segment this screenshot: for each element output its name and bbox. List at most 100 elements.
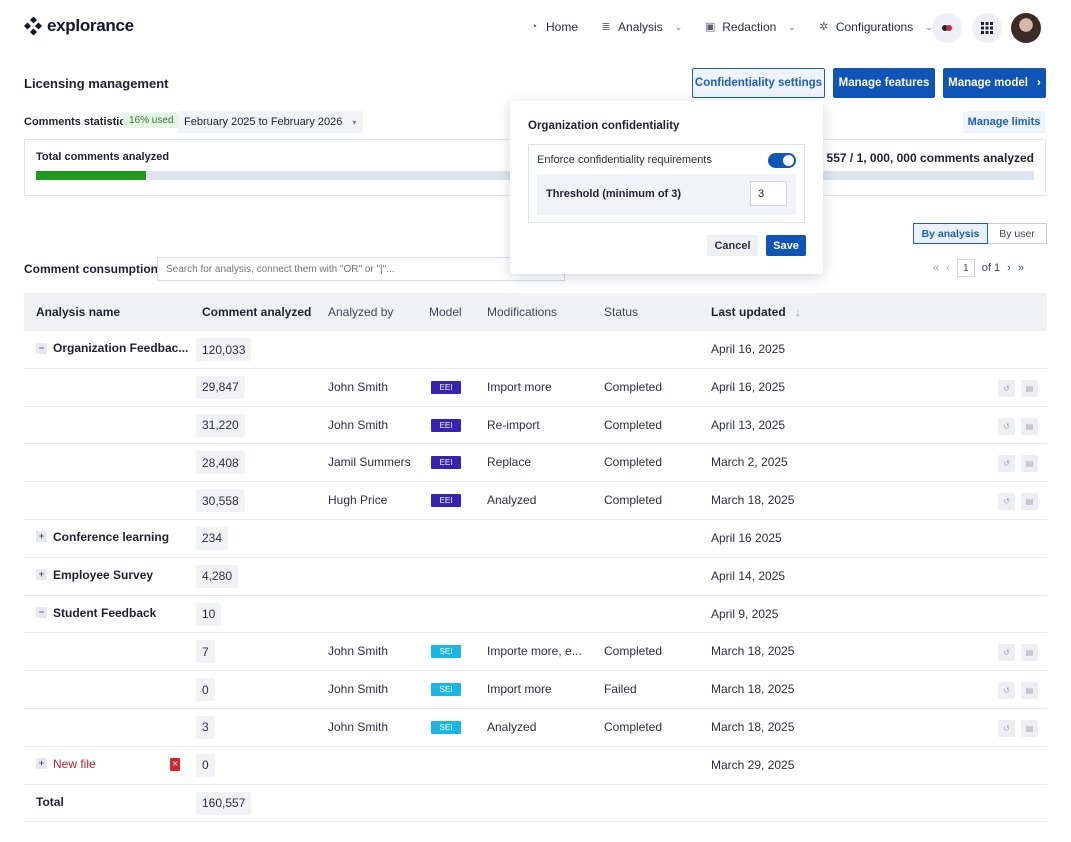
table-child-row[interactable]: 30,558 Hugh Price EEI Analyzed Completed Marc… [24,482,1047,520]
by-user-tab[interactable]: By user [988,223,1047,244]
previous-page-icon[interactable]: ‹ [946,262,950,274]
col-analysis-name[interactable]: Analysis name [36,305,121,319]
history-icon[interactable]: ↺ [998,644,1015,662]
history-icon[interactable]: ↺ [998,493,1015,511]
period-select[interactable]: February 2025 to February 2026 ▾ [178,111,363,133]
usage-badge: 16% used [123,113,180,128]
modification: Import more [487,682,552,697]
history-icon[interactable]: ↺ [998,417,1015,435]
expand-icon[interactable]: + [36,569,47,581]
analyzed-by: John Smith [328,417,389,432]
table-child-row[interactable]: 0 John Smith SEI Import more Failed March 18,… [24,671,1047,709]
first-page-icon[interactable]: « [933,262,940,274]
save-button[interactable]: Save [766,235,806,256]
last-updated: March 18, 2025 [711,644,795,659]
last-updated: March 18, 2025 [711,682,795,697]
chevron-down-icon: ⌄ [925,21,933,32]
analysis-name: Conference learning [53,529,170,544]
confidentiality-settings-button[interactable]: Confidentiality settings [692,68,825,98]
last-updated: March 18, 2025 [711,719,795,734]
user-avatar[interactable] [1011,13,1041,43]
page-title: Licensing management [24,76,169,91]
nav-configurations[interactable]: ✲ Configurations ⌄ [818,20,933,34]
popover-title: Organization confidentiality [528,120,680,132]
analysis-search-input[interactable] [157,257,565,281]
model-badge: SEI [431,645,461,659]
row-actions: ↺ ▤ [998,417,1038,435]
analysis-name-cell: + New file [36,757,96,771]
page-number-input[interactable]: 1 [956,259,975,277]
col-last-updated[interactable]: Last updated [711,305,786,319]
delete-icon[interactable]: ▤ [1021,682,1038,700]
enforce-toggle[interactable] [768,153,796,168]
table-child-row[interactable]: 3 John Smith SEI Analyzed Completed March 18,… [24,709,1047,747]
row-actions: ↺ ▤ [998,719,1038,737]
nav-analysis[interactable]: ≣ Analysis ⌄ [600,20,682,34]
modification: Replace [487,455,532,470]
status: Failed [604,682,637,697]
col-analyzed-by[interactable]: Analyzed by [328,305,394,319]
collapse-icon[interactable]: − [36,607,47,619]
delete-icon[interactable]: ▤ [1021,417,1038,435]
delete-icon[interactable]: ▤ [1021,719,1038,737]
delete-icon[interactable]: ▤ [1021,455,1038,473]
col-comment-analyzed[interactable]: Comment analyzed [202,305,312,319]
explorance-logo[interactable]: explorance [24,16,134,36]
delete-icon[interactable]: ▤ [1021,493,1038,511]
comment-count: 3 [196,715,215,739]
expand-icon[interactable]: + [36,758,47,770]
col-status[interactable]: Status [604,305,639,319]
page-total: of 1 [981,262,1001,274]
delete-icon[interactable]: ▤ [1021,644,1038,662]
manage-features-button[interactable]: Manage features [833,68,935,98]
table-child-row[interactable]: 7 John Smith SEI Importe more, e... Complete… [24,633,1047,672]
table-child-row[interactable]: 29,847 John Smith EEI Import more Completed A… [24,369,1047,407]
expand-icon[interactable]: + [36,531,47,543]
comment-count: 31,220 [196,413,245,437]
history-icon[interactable]: ↺ [998,719,1015,737]
table-row[interactable]: + New file ✕ 0 March 29, 2025 [24,747,1047,785]
analysis-name: Total [36,794,64,809]
history-icon[interactable]: ↺ [998,682,1015,700]
last-updated: March 29, 2025 [711,757,795,772]
by-analysis-tab[interactable]: By analysis [913,223,988,244]
cancel-button[interactable]: Cancel [707,235,758,256]
table-row[interactable]: + Employee Survey 4,280 April 14, 2025 [24,558,1047,596]
table-row[interactable]: − Student Feedback 10 April 9, 2025 [24,596,1047,634]
col-modifications[interactable]: Modifications [487,305,558,319]
app-grid-button[interactable] [972,13,1002,43]
chevron-down-icon: ▾ [352,117,357,127]
history-icon[interactable]: ↺ [998,379,1015,397]
sort-descending-icon[interactable]: ↓ [795,305,801,319]
nav-configurations-label: Configurations [835,20,914,34]
col-model[interactable]: Model [429,305,462,319]
last-updated: April 16 2025 [711,530,782,545]
table-row[interactable]: − Organization Feedbac... 120,033 April 16,… [24,331,1047,369]
chevron-down-icon: ⌄ [788,21,796,32]
last-page-icon[interactable]: » [1017,262,1024,274]
notifications-button[interactable] [932,13,962,43]
nav-redaction[interactable]: ▣ Redaction ⌄ [704,20,796,34]
history-icon[interactable]: ↺ [998,455,1015,473]
delete-icon[interactable]: ▤ [1021,379,1038,397]
manage-model-button[interactable]: Manage model › [943,68,1046,98]
collapse-icon[interactable]: − [36,342,47,354]
modification: Re-import [487,417,540,432]
next-page-icon[interactable]: › [1007,262,1011,274]
table-row[interactable]: + Conference learning 234 April 16 2025 [24,520,1047,558]
nav-home[interactable]: ◔ Home [528,20,578,34]
consumption-table: Analysis name Comment analyzed Analyzed … [24,293,1047,823]
table-child-row[interactable]: 31,220 John Smith EEI Re-import Completed Apr… [24,407,1047,445]
status: Completed [604,493,663,508]
table-header: Analysis name Comment analyzed Analyzed … [24,293,1047,331]
table-child-row[interactable]: 28,408 Jamil Summers EEI Replace Completed Ma… [24,444,1047,483]
nav-analysis-label: Analysis [618,20,663,34]
manage-limits-button[interactable]: Manage limits [963,111,1045,133]
status: Completed [604,644,663,659]
chevron-right-icon: › [1037,77,1041,89]
modification: Importe more, e... [487,644,582,659]
file-error-icon[interactable]: ✕ [170,757,180,771]
table-total-row[interactable]: Total 160,557 [24,785,1047,823]
analyzed-by: Jamil Summers [328,455,411,470]
threshold-input[interactable] [750,181,787,206]
